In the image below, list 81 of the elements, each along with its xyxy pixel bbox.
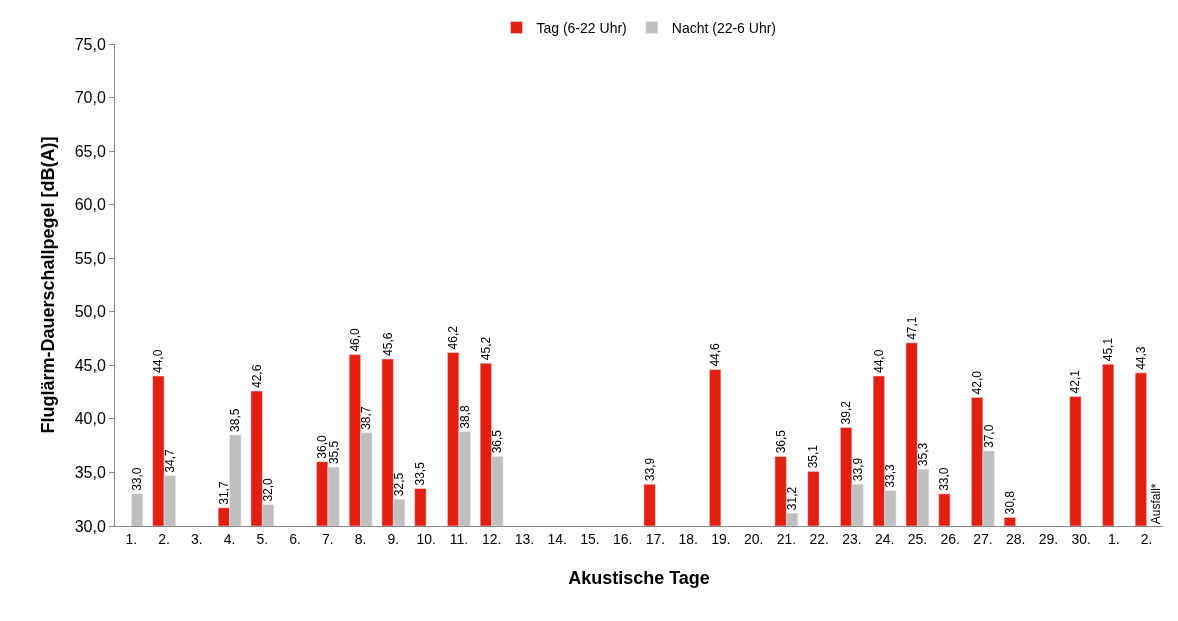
data-label: 35,1: [806, 444, 821, 469]
y-axis-title: Fluglärm-Dauerschallpegel [dB(A)]: [37, 136, 58, 434]
data-label: 33,0: [937, 467, 952, 491]
x-tick-label: 16.: [612, 530, 633, 547]
x-tick-label: 24.: [874, 530, 895, 547]
x-tick-label: 14.: [547, 530, 567, 547]
data-label: 39,2: [839, 400, 854, 425]
data-label: 37,0: [981, 424, 996, 449]
x-tick-label: 26.: [940, 530, 960, 547]
y-tick-label: 45,0: [74, 356, 106, 374]
data-label: 47,1: [904, 316, 919, 340]
x-axis-title: Akustische Tage: [568, 567, 710, 588]
data-label: 36,5: [773, 429, 788, 454]
y-tick-label: 40,0: [74, 410, 106, 428]
data-label: 30,8: [1002, 490, 1017, 515]
data-label: 42,6: [249, 364, 264, 389]
data-label: 34,7: [162, 448, 177, 473]
x-tick-label: 2.: [158, 530, 170, 547]
x-tick-label: 25.: [907, 530, 928, 547]
y-tick-label: 75,0: [74, 35, 106, 53]
x-tick-label: 5.: [256, 530, 269, 547]
data-label: 32,5: [392, 472, 407, 497]
x-tick-label: 27.: [973, 530, 993, 547]
x-tick-label: 17.: [645, 530, 666, 547]
data-label: 46,0: [347, 327, 362, 352]
data-label: 32,0: [261, 477, 276, 502]
data-label: 44,0: [871, 349, 886, 374]
x-tick-label: 20.: [743, 530, 764, 547]
y-tick-label: 60,0: [74, 196, 106, 214]
x-tick-label: 19.: [711, 530, 731, 547]
data-label: 46,2: [446, 325, 461, 350]
data-label: 33,9: [642, 457, 657, 482]
x-tick-label: 11.: [449, 530, 469, 547]
data-label: 42,1: [1068, 369, 1083, 394]
x-tick-label: 6.: [289, 530, 301, 547]
x-tick-label: 3.: [191, 530, 203, 547]
data-label: 36,5: [490, 429, 505, 454]
legend-label: Tag (6-22 Uhr): [536, 20, 627, 37]
x-tick-label: 18.: [678, 530, 698, 547]
x-tick-label: 28.: [1005, 530, 1026, 547]
y-tick-label: 70,0: [74, 89, 106, 107]
x-tick-label: 21.: [776, 530, 797, 547]
data-label: 31,2: [785, 486, 800, 511]
x-tick-label: 13.: [514, 530, 535, 547]
annotation: Ausfall*: [1149, 483, 1164, 525]
data-label: 35,3: [916, 442, 931, 467]
data-label: 45,1: [1101, 337, 1116, 362]
x-tick-label: 22.: [809, 530, 829, 547]
data-label: 42,0: [970, 370, 985, 395]
x-tick-label: 8.: [354, 530, 367, 547]
data-label: 31,7: [216, 481, 231, 505]
x-tick-label: 23.: [842, 530, 862, 547]
data-label: 38,8: [457, 405, 472, 429]
data-label: 44,3: [1133, 346, 1148, 370]
data-label: 38,5: [228, 408, 243, 432]
x-tick-label: 4.: [223, 530, 236, 547]
data-label: 44,0: [151, 349, 166, 374]
x-tick-label: 12.: [481, 530, 502, 547]
data-label: 45,2: [478, 336, 493, 361]
data-label: 33,5: [413, 461, 428, 486]
y-tick-label: 55,0: [74, 249, 106, 267]
data-label: 38,7: [359, 406, 374, 430]
data-label: 33,0: [130, 467, 145, 491]
data-label: 45,6: [380, 332, 395, 356]
y-tick-label: 35,0: [74, 464, 106, 482]
legend-label: Nacht (22-6 Uhr): [671, 20, 777, 37]
x-tick-label: 30.: [1071, 530, 1091, 547]
y-tick-label: 50,0: [74, 303, 106, 321]
data-label: 44,6: [708, 342, 723, 367]
x-tick-label: 29.: [1038, 530, 1059, 547]
x-tick-label: 2.: [1140, 530, 1153, 547]
x-tick-label: 1.: [125, 530, 138, 547]
x-tick-label: 1.: [1108, 530, 1120, 547]
data-label: 33,3: [883, 463, 898, 488]
x-tick-label: 15.: [580, 530, 600, 547]
y-tick-label: 30,0: [74, 517, 106, 535]
y-tick-label: 65,0: [74, 142, 106, 160]
data-label: 33,9: [850, 457, 865, 482]
x-tick-label: 9.: [387, 530, 400, 547]
x-tick-label: 10.: [416, 530, 436, 547]
x-tick-label: 7.: [322, 530, 334, 547]
